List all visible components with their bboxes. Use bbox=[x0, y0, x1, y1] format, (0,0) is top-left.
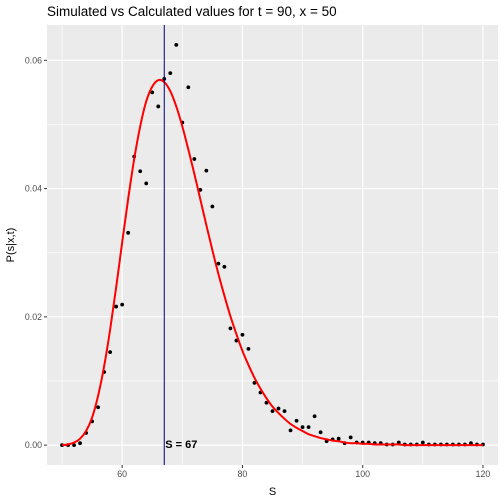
data-point bbox=[240, 332, 245, 337]
y-tick-label: 0.04 bbox=[25, 184, 42, 194]
data-point bbox=[264, 400, 269, 405]
data-point bbox=[294, 418, 299, 423]
data-point bbox=[270, 409, 275, 414]
data-point bbox=[228, 326, 233, 331]
data-point bbox=[222, 264, 227, 269]
data-point bbox=[78, 441, 82, 446]
data-point bbox=[144, 181, 149, 186]
y-tick-label: 0.00 bbox=[25, 440, 42, 450]
data-point bbox=[114, 304, 119, 309]
data-point bbox=[210, 204, 215, 209]
data-point bbox=[204, 168, 209, 173]
y-axis-label: P(s|x,t) bbox=[5, 228, 17, 263]
data-point bbox=[108, 350, 113, 355]
y-tick-label: 0.02 bbox=[25, 312, 42, 322]
x-tick-label: 120 bbox=[476, 469, 491, 479]
data-point bbox=[282, 409, 287, 414]
data-point bbox=[198, 187, 203, 192]
x-tick-label: 60 bbox=[117, 469, 127, 479]
vline-annotation: S = 67 bbox=[165, 439, 197, 451]
data-point bbox=[276, 406, 281, 411]
data-point bbox=[312, 414, 317, 419]
data-point bbox=[288, 428, 293, 433]
data-point bbox=[150, 90, 155, 95]
x-tick-label: 100 bbox=[355, 469, 370, 479]
chart-title: Simulated vs Calculated values for t = 9… bbox=[47, 4, 337, 19]
data-point bbox=[96, 405, 101, 410]
data-point bbox=[216, 261, 221, 266]
data-point bbox=[126, 230, 131, 235]
grid-major bbox=[47, 25, 498, 465]
data-point bbox=[192, 157, 197, 161]
data-point bbox=[174, 42, 179, 47]
y-tick-label: 0.06 bbox=[25, 55, 42, 65]
x-axis-ticks: 60 80 100 120 bbox=[117, 465, 490, 479]
data-point bbox=[336, 436, 341, 441]
data-point bbox=[168, 71, 173, 76]
data-point bbox=[306, 425, 311, 430]
data-point bbox=[252, 381, 257, 385]
data-point bbox=[138, 169, 143, 174]
x-tick-label: 80 bbox=[238, 469, 248, 479]
data-point bbox=[420, 440, 425, 445]
data-point bbox=[120, 302, 125, 307]
calculated-curve bbox=[61, 78, 483, 447]
y-axis-ticks: 0.00 0.02 0.04 0.06 bbox=[25, 55, 47, 450]
data-point bbox=[72, 443, 76, 448]
data-point bbox=[300, 425, 305, 430]
data-point bbox=[156, 104, 161, 109]
x-axis-label: S bbox=[269, 486, 276, 498]
data-point bbox=[318, 430, 323, 435]
data-point bbox=[186, 85, 191, 90]
plot-panel bbox=[47, 25, 498, 465]
data-point bbox=[348, 435, 353, 440]
data-point bbox=[246, 347, 251, 351]
